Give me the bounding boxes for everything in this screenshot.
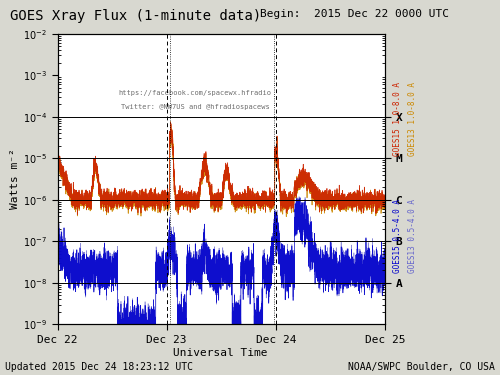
Text: GOES15 0.5-4.0 A: GOES15 0.5-4.0 A: [393, 199, 402, 273]
Text: Updated 2015 Dec 24 18:23:12 UTC: Updated 2015 Dec 24 18:23:12 UTC: [5, 362, 193, 372]
Text: NOAA/SWPC Boulder, CO USA: NOAA/SWPC Boulder, CO USA: [348, 362, 495, 372]
Text: Begin:  2015 Dec 22 0000 UTC: Begin: 2015 Dec 22 0000 UTC: [260, 9, 449, 20]
Text: Universal Time: Universal Time: [173, 348, 267, 358]
Text: GOES15 1.0-8.0 A: GOES15 1.0-8.0 A: [393, 82, 402, 156]
Text: GOES13 0.5-4.0 A: GOES13 0.5-4.0 A: [408, 199, 417, 273]
Y-axis label: Watts m⁻²: Watts m⁻²: [10, 149, 20, 209]
Text: https://facebook.com/spacewx.hfradio: https://facebook.com/spacewx.hfradio: [118, 90, 272, 96]
Text: GOES Xray Flux (1-minute data): GOES Xray Flux (1-minute data): [10, 9, 261, 23]
Text: Twitter: @NW7US and @hfradiospacews: Twitter: @NW7US and @hfradiospacews: [120, 104, 270, 110]
Text: GOES13 1.0-8.0 A: GOES13 1.0-8.0 A: [408, 82, 417, 156]
